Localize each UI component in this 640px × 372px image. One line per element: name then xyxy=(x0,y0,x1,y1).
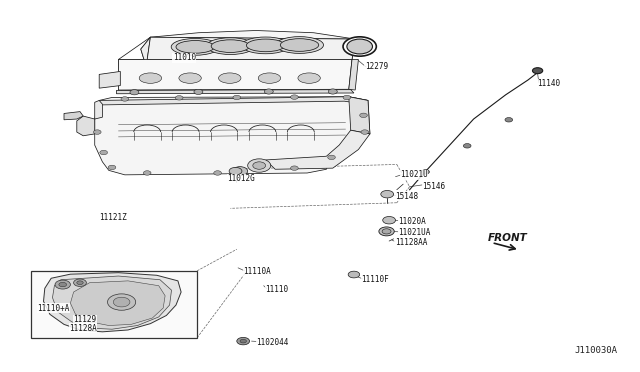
Circle shape xyxy=(463,144,471,148)
Text: 1102044: 1102044 xyxy=(256,338,289,347)
Circle shape xyxy=(108,294,136,310)
Circle shape xyxy=(248,159,271,172)
Polygon shape xyxy=(99,97,368,105)
Text: 11128A: 11128A xyxy=(69,324,97,333)
Circle shape xyxy=(143,171,151,175)
Ellipse shape xyxy=(241,37,289,54)
Ellipse shape xyxy=(219,73,241,83)
Ellipse shape xyxy=(176,41,214,53)
Circle shape xyxy=(291,95,298,99)
Polygon shape xyxy=(116,90,354,94)
Ellipse shape xyxy=(211,40,250,52)
Circle shape xyxy=(100,150,108,155)
Text: 11010: 11010 xyxy=(173,53,196,62)
Circle shape xyxy=(232,167,248,176)
Polygon shape xyxy=(266,130,370,169)
Circle shape xyxy=(93,130,101,134)
Bar xyxy=(31,271,197,338)
Circle shape xyxy=(240,339,246,343)
Text: 11021UA: 11021UA xyxy=(398,228,431,237)
Circle shape xyxy=(113,297,130,307)
Text: 11129: 11129 xyxy=(74,315,97,324)
Circle shape xyxy=(59,282,67,287)
Polygon shape xyxy=(95,97,370,175)
Text: 11140: 11140 xyxy=(538,79,561,88)
Circle shape xyxy=(74,279,86,286)
Circle shape xyxy=(361,130,369,134)
Circle shape xyxy=(381,190,394,198)
Circle shape xyxy=(121,97,129,101)
Circle shape xyxy=(382,229,391,234)
Circle shape xyxy=(422,170,429,174)
Circle shape xyxy=(505,118,513,122)
Text: 15148: 15148 xyxy=(395,192,418,201)
Text: 11110: 11110 xyxy=(266,285,289,294)
Ellipse shape xyxy=(275,37,324,54)
Circle shape xyxy=(348,271,360,278)
Circle shape xyxy=(55,280,70,289)
Ellipse shape xyxy=(179,73,201,83)
Polygon shape xyxy=(118,37,150,91)
Circle shape xyxy=(77,281,83,285)
Polygon shape xyxy=(349,60,358,90)
Text: 11121Z: 11121Z xyxy=(99,213,127,222)
Text: 11128AA: 11128AA xyxy=(395,238,428,247)
Circle shape xyxy=(379,227,394,236)
Text: 11110F: 11110F xyxy=(362,275,389,284)
Circle shape xyxy=(108,165,116,170)
Ellipse shape xyxy=(172,39,219,55)
Ellipse shape xyxy=(259,73,280,83)
Circle shape xyxy=(291,166,298,170)
Circle shape xyxy=(360,113,367,118)
Circle shape xyxy=(253,162,266,169)
Polygon shape xyxy=(77,116,95,136)
Circle shape xyxy=(233,95,241,100)
Circle shape xyxy=(237,337,250,345)
Polygon shape xyxy=(118,60,352,90)
Circle shape xyxy=(328,89,337,94)
Text: J110030A: J110030A xyxy=(575,346,618,355)
Text: FRONT: FRONT xyxy=(488,233,527,243)
Polygon shape xyxy=(118,60,150,90)
Polygon shape xyxy=(64,112,83,120)
Circle shape xyxy=(130,90,139,95)
Ellipse shape xyxy=(246,39,285,52)
Text: 11110+A: 11110+A xyxy=(37,304,70,312)
Ellipse shape xyxy=(140,73,161,83)
Ellipse shape xyxy=(343,37,376,56)
Polygon shape xyxy=(44,273,181,332)
Text: 11021U: 11021U xyxy=(400,170,428,179)
Ellipse shape xyxy=(347,39,372,54)
Polygon shape xyxy=(70,281,165,326)
Circle shape xyxy=(328,155,335,160)
Text: 11012G: 11012G xyxy=(227,174,255,183)
Circle shape xyxy=(194,89,203,94)
Polygon shape xyxy=(52,276,172,329)
Circle shape xyxy=(343,95,351,100)
Text: 11020A: 11020A xyxy=(398,217,426,226)
Polygon shape xyxy=(99,71,120,88)
Circle shape xyxy=(532,68,543,74)
Circle shape xyxy=(229,167,242,175)
Polygon shape xyxy=(147,37,355,60)
Circle shape xyxy=(383,217,396,224)
Polygon shape xyxy=(349,97,370,134)
Circle shape xyxy=(264,89,273,94)
Circle shape xyxy=(175,96,183,100)
Circle shape xyxy=(214,171,221,175)
Polygon shape xyxy=(141,31,358,60)
Ellipse shape xyxy=(206,38,254,55)
Text: 12279: 12279 xyxy=(365,62,388,71)
Ellipse shape xyxy=(280,39,319,51)
Polygon shape xyxy=(95,100,102,119)
Ellipse shape xyxy=(298,73,321,83)
Text: 11110A: 11110A xyxy=(243,267,271,276)
Text: 15146: 15146 xyxy=(422,182,445,190)
